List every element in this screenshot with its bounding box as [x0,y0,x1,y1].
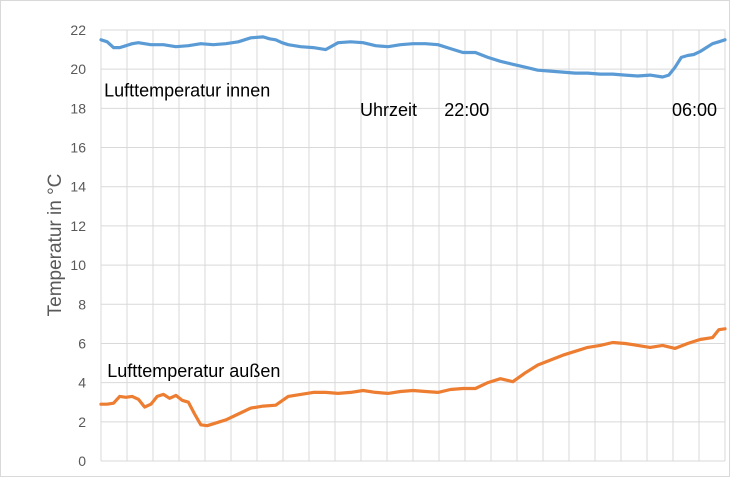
annotation-time-0600: 06:00 [672,100,717,120]
vertical-gridlines [100,30,726,461]
y-tick-label: 0 [78,453,86,469]
horizontal-gridlines [101,29,725,462]
series-line-outer-temperature [99,327,727,428]
annotation-inner-label: Lufttemperatur innen [104,81,270,101]
y-tick-label: 18 [70,100,86,116]
data-series [99,35,727,428]
y-tick-label: 14 [70,179,86,195]
annotation-time-label: Uhrzeit [360,100,417,120]
series-line-inner-temperature [99,35,727,79]
y-axis-tick-labels: 0 2 4 6 8 10 12 14 16 18 20 22 [70,22,86,469]
y-tick-label: 6 [78,335,86,351]
y-tick-label: 10 [70,257,86,273]
y-tick-label: 8 [78,296,86,312]
y-axis-title: Temperatur in °C [45,174,66,317]
y-tick-label: 22 [70,22,86,38]
y-tick-label: 2 [78,414,86,430]
y-tick-label: 12 [70,218,86,234]
y-tick-label: 4 [78,375,86,391]
annotation-outer-label: Lufttemperatur außen [107,361,280,381]
y-tick-label: 20 [70,61,86,77]
y-tick-label: 16 [70,140,86,156]
chart-annotations: Lufttemperatur innen Lufttemperatur außen… [104,81,717,381]
annotation-time-2200: 22:00 [444,100,489,120]
